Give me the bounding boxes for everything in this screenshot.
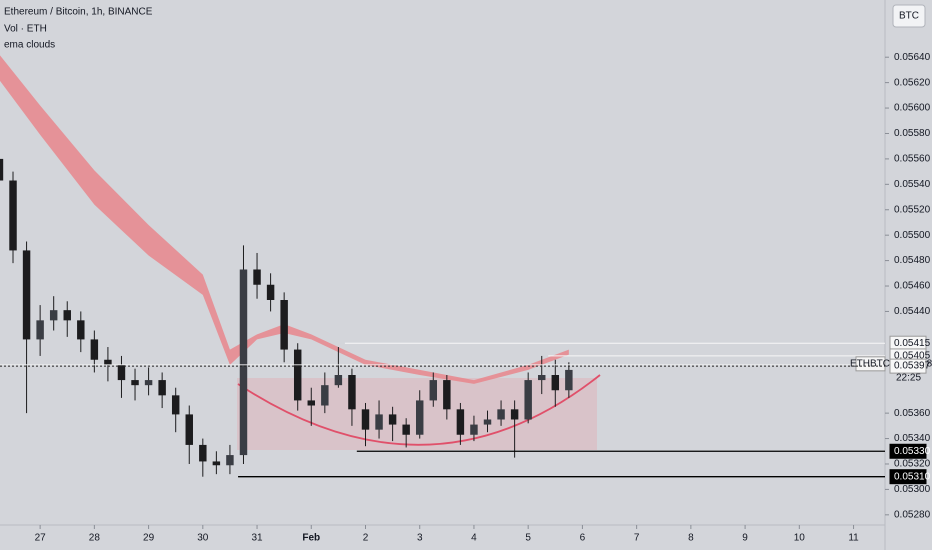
candle-body	[429, 380, 438, 401]
candle-body	[443, 380, 451, 410]
candle-body	[538, 375, 546, 381]
x-tick-label: 9	[742, 533, 748, 544]
candle-body	[144, 380, 153, 386]
price-tag-label: 0.05405	[894, 351, 931, 362]
candle-body	[9, 180, 17, 251]
x-tick-label: 27	[35, 533, 47, 544]
candle-body	[280, 300, 288, 350]
x-tick-label: 2	[363, 533, 369, 544]
candle-body	[321, 385, 329, 406]
candle-body	[334, 375, 343, 386]
indicator-label: ema clouds	[4, 40, 55, 51]
x-tick-label: 10	[794, 533, 806, 544]
candle-body	[307, 400, 315, 406]
candle-body	[212, 461, 221, 466]
candle-body	[239, 269, 248, 456]
x-tick-label: 31	[251, 533, 263, 544]
x-tick-label: 28	[89, 533, 101, 544]
ema-cloud	[0, 55, 569, 384]
price-tag-label: 0.05310	[894, 471, 931, 482]
candle-body	[0, 158, 4, 181]
candle-body	[49, 310, 58, 321]
candle-body	[63, 310, 71, 321]
candle-body	[524, 380, 532, 420]
symbol-tag	[855, 356, 886, 372]
candle-body	[131, 380, 139, 386]
price-tag-label: 0.05330	[894, 446, 931, 457]
indicator-label: Vol · ETH	[4, 24, 47, 35]
y-tick-label: 0.05500	[894, 230, 931, 241]
y-tick-label: 0.05480	[894, 255, 931, 266]
candle-body	[226, 455, 234, 466]
candle-body	[117, 364, 126, 381]
y-tick-label: 0.05360	[894, 408, 931, 419]
y-tick-label: 0.05320	[894, 459, 931, 470]
x-tick-label: 11	[848, 533, 859, 544]
candle-body	[361, 409, 370, 430]
y-tick-label: 0.05280	[894, 509, 931, 520]
y-tick-label: 0.05460	[894, 281, 931, 292]
candle-body	[565, 369, 573, 391]
y-tick-label: 0.05340	[894, 433, 931, 444]
x-tick-label: 5	[525, 533, 531, 544]
candle-body	[375, 414, 383, 430]
candle-body	[104, 359, 112, 365]
y-tick-label: 0.05560	[894, 154, 931, 165]
x-tick-label: Feb	[302, 533, 320, 544]
candle-body	[90, 339, 99, 360]
y-tick-label: 0.05300	[894, 484, 931, 495]
candle-body	[551, 375, 560, 391]
candle-body	[483, 419, 492, 425]
plot	[0, 55, 601, 477]
x-tick-label: 4	[471, 533, 477, 544]
candle-body	[348, 375, 356, 410]
candle-body	[388, 414, 397, 425]
y-tick-label: 0.05620	[894, 77, 931, 88]
currency-button[interactable]	[892, 4, 926, 28]
price-tag	[889, 443, 927, 459]
x-tick-label: 6	[580, 533, 586, 544]
candle-body	[470, 424, 478, 435]
y-tick-label: 0.05580	[894, 128, 931, 139]
candle-body	[171, 395, 180, 415]
symbol-label: ETHBTC	[850, 358, 890, 369]
y-tick-label: 0.05600	[894, 103, 931, 114]
price-tag	[889, 358, 927, 374]
candle-body	[199, 444, 207, 462]
candle-body	[402, 424, 410, 435]
candle-body	[497, 409, 505, 420]
x-tick-label: 30	[197, 533, 209, 544]
rounding-bottom-arc	[237, 374, 601, 446]
x-tick-label: 7	[634, 533, 640, 544]
candle-body	[22, 250, 31, 340]
candle-body	[415, 400, 424, 435]
candle-body	[253, 269, 261, 285]
candle-body	[158, 380, 166, 396]
price-tag	[889, 469, 927, 485]
candle-body	[510, 409, 519, 420]
candle-body	[36, 320, 44, 340]
candle-body	[185, 414, 193, 445]
x-tick-label: 29	[143, 533, 155, 544]
y-tick-label: 0.05440	[894, 306, 931, 317]
x-tick-label: 8	[688, 533, 694, 544]
y-tick-label: 0.05640	[894, 52, 931, 63]
countdown-label: 22:25	[896, 372, 921, 383]
price-tag-label: 0.05415	[894, 338, 931, 349]
candle-body	[77, 320, 85, 340]
candle-body	[456, 409, 465, 435]
y-tick-label: 0.05520	[894, 204, 931, 215]
price-tag-label: 0.05397	[894, 361, 931, 372]
x-tick-label: 3	[417, 533, 423, 544]
candle-body	[266, 284, 275, 300]
candle-body	[293, 349, 302, 401]
chart-title: Ethereum / Bitcoin, 1h, BINANCE	[4, 7, 153, 18]
y-tick-label: 0.05540	[894, 179, 931, 190]
currency-label[interactable]: BTC	[899, 11, 919, 22]
